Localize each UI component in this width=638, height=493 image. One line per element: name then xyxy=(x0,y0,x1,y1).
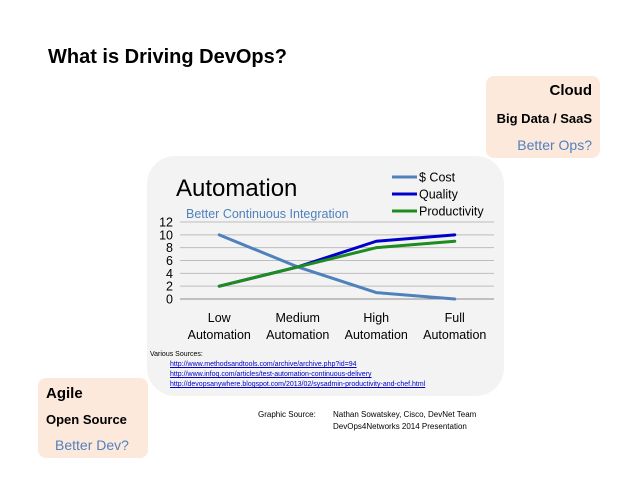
slide-title: What is Driving DevOps? xyxy=(48,46,287,68)
cloud-label: Cloud xyxy=(549,82,593,99)
credit-line-1: Nathan Sowatskey, Cisco, DevNet Team xyxy=(333,410,477,419)
x-tick-label: Low xyxy=(208,311,232,325)
chart-title: Automation xyxy=(176,175,297,202)
series-line-0 xyxy=(217,233,457,301)
better-dev-label: Better Dev? xyxy=(55,437,129,453)
x-tick-label: High xyxy=(363,311,389,325)
x-tick-label: Automation xyxy=(266,328,329,342)
y-tick-label: 2 xyxy=(166,280,173,294)
credit-line-2: DevOps4Networks 2014 Presentation xyxy=(333,422,467,431)
cloud-callout: Cloud Big Data / SaaS Better Ops? xyxy=(486,76,600,158)
graphic-source-credit: Nathan Sowatskey, Cisco, DevNet Team Dev… xyxy=(333,409,476,433)
x-tick-label: Medium xyxy=(276,311,320,325)
agile-callout: Agile Open Source Better Dev? xyxy=(38,378,148,458)
x-tick-label: Automation xyxy=(423,328,486,342)
chart-subtitle: Better Continuous Integration xyxy=(186,207,349,221)
y-tick-label: 12 xyxy=(159,216,173,230)
y-tick-label: 4 xyxy=(166,267,173,281)
x-tick-label: Automation xyxy=(345,328,408,342)
x-tick-label: Full xyxy=(445,311,465,325)
chart-gridlines xyxy=(180,221,494,300)
series-line-2 xyxy=(217,239,457,288)
chart-series xyxy=(217,233,457,301)
y-tick-label: 6 xyxy=(166,254,173,268)
y-tick-label: 0 xyxy=(166,293,173,307)
agile-label: Agile xyxy=(46,385,83,402)
legend-label-0: $ Cost xyxy=(419,171,456,185)
legend-label-1: Quality xyxy=(419,188,459,202)
big-data-saas-label: Big Data / SaaS xyxy=(496,111,592,126)
chart-legend: $ Cost Quality Productivity xyxy=(392,171,484,219)
source-link-2[interactable]: http://www.infoq.com/articles/test-autom… xyxy=(170,371,372,378)
better-ops-label: Better Ops? xyxy=(517,137,592,153)
x-tick-label: Automation xyxy=(188,328,251,342)
graphic-source-label: Graphic Source: xyxy=(258,410,316,419)
x-axis: Low Automation Medium Automation High Automat… xyxy=(188,311,487,342)
various-sources: Various Sources: http://www.methodsandto… xyxy=(150,350,425,390)
open-source-label: Open Source xyxy=(46,412,127,427)
automation-line-chart: Automation Better Continuous Integration… xyxy=(159,171,494,342)
source-link-1[interactable]: http://www.methodsandtools.com/archive/a… xyxy=(170,361,357,368)
sources-label: Various Sources: xyxy=(150,351,203,358)
source-link-3[interactable]: http://devopsanywhere.blogspot.com/2013/… xyxy=(170,381,426,388)
legend-label-2: Productivity xyxy=(419,205,484,219)
y-tick-label: 10 xyxy=(159,228,173,242)
y-tick-label: 8 xyxy=(166,241,173,255)
